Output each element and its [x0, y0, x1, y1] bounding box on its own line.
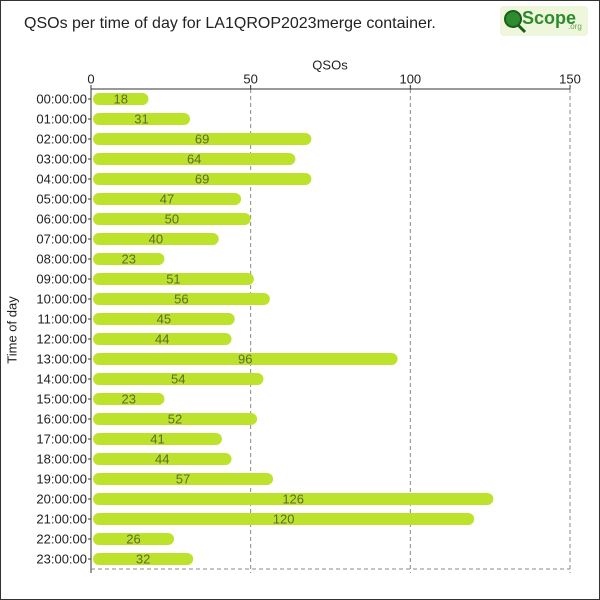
bar — [93, 493, 494, 505]
bar — [93, 113, 190, 125]
value-label: 52 — [168, 411, 182, 426]
value-label: 64 — [187, 151, 201, 166]
y-tick-label: 19:00:00 — [36, 471, 87, 486]
chart-title: QSOs per time of day for LA1QROP2023merg… — [24, 15, 436, 32]
value-label: 57 — [176, 471, 190, 486]
x-axis-label: QSOs — [312, 57, 348, 72]
logo-handle — [516, 23, 527, 34]
bar — [93, 173, 312, 185]
logo-text: Scope — [522, 8, 576, 28]
value-label: 69 — [195, 171, 209, 186]
y-tick-label: 21:00:00 — [36, 511, 87, 526]
y-tick-label: 13:00:00 — [36, 351, 87, 366]
y-tick-label: 01:00:00 — [36, 111, 87, 126]
y-tick-label: 05:00:00 — [36, 191, 87, 206]
value-label: 96 — [238, 351, 252, 366]
bar — [93, 373, 264, 385]
value-label: 23 — [121, 251, 135, 266]
x-tick-label: 0 — [87, 71, 94, 86]
y-tick-label: 03:00:00 — [36, 151, 87, 166]
value-label: 23 — [121, 391, 135, 406]
value-label: 32 — [136, 551, 150, 566]
value-label: 120 — [273, 511, 295, 526]
y-tick-label: 10:00:00 — [36, 291, 87, 306]
bar — [93, 413, 258, 425]
y-tick-label: 15:00:00 — [36, 391, 87, 406]
value-label: 54 — [171, 371, 185, 386]
y-tick-label: 06:00:00 — [36, 211, 87, 226]
bar — [93, 213, 251, 225]
bar — [93, 473, 274, 485]
value-label: 40 — [149, 231, 163, 246]
y-tick-label: 00:00:00 — [36, 91, 87, 106]
y-tick-label: 23:00:00 — [36, 551, 87, 566]
value-label: 45 — [157, 311, 171, 326]
bar — [93, 533, 175, 545]
y-tick-label: 22:00:00 — [36, 531, 87, 546]
value-label: 31 — [134, 111, 148, 126]
y-axis-label: Time of day — [4, 296, 19, 364]
bar — [93, 133, 312, 145]
bar — [93, 253, 165, 265]
y-tick-label: 12:00:00 — [36, 331, 87, 346]
value-label: 26 — [126, 531, 140, 546]
value-label: 56 — [174, 291, 188, 306]
bar — [93, 273, 254, 285]
bar — [93, 93, 149, 105]
value-label: 69 — [195, 131, 209, 146]
bar — [93, 433, 222, 445]
y-tick-label: 09:00:00 — [36, 271, 87, 286]
value-label: 41 — [150, 431, 164, 446]
y-tick-label: 07:00:00 — [36, 231, 87, 246]
value-label: 18 — [114, 91, 128, 106]
y-tick-label: 17:00:00 — [36, 431, 87, 446]
x-tick-label: 100 — [399, 71, 421, 86]
bar — [93, 353, 398, 365]
y-tick-label: 16:00:00 — [36, 411, 87, 426]
value-label: 44 — [155, 451, 169, 466]
bar — [93, 333, 232, 345]
bar — [93, 293, 270, 305]
logo-suffix: .org — [568, 22, 582, 31]
x-tick-label: 50 — [243, 71, 257, 86]
value-label: 44 — [155, 331, 169, 346]
y-tick-label: 18:00:00 — [36, 451, 87, 466]
x-tick-label: 150 — [559, 71, 581, 86]
bar — [93, 513, 475, 525]
bar — [93, 393, 165, 405]
bar — [93, 233, 219, 245]
bar — [93, 313, 235, 325]
bar — [93, 153, 296, 165]
value-label: 126 — [282, 491, 304, 506]
y-tick-label: 14:00:00 — [36, 371, 87, 386]
value-label: 47 — [160, 191, 174, 206]
value-label: 50 — [165, 211, 179, 226]
y-tick-label: 08:00:00 — [36, 251, 87, 266]
y-tick-label: 04:00:00 — [36, 171, 87, 186]
logo: Scope .org — [500, 6, 588, 36]
y-tick-label: 11:00:00 — [37, 311, 87, 326]
bar — [93, 553, 194, 565]
logo-lens — [504, 10, 522, 28]
bar — [93, 453, 232, 465]
y-tick-label: 02:00:00 — [36, 131, 87, 146]
bar — [93, 193, 242, 205]
value-label: 51 — [166, 271, 180, 286]
y-tick-label: 20:00:00 — [36, 491, 87, 506]
